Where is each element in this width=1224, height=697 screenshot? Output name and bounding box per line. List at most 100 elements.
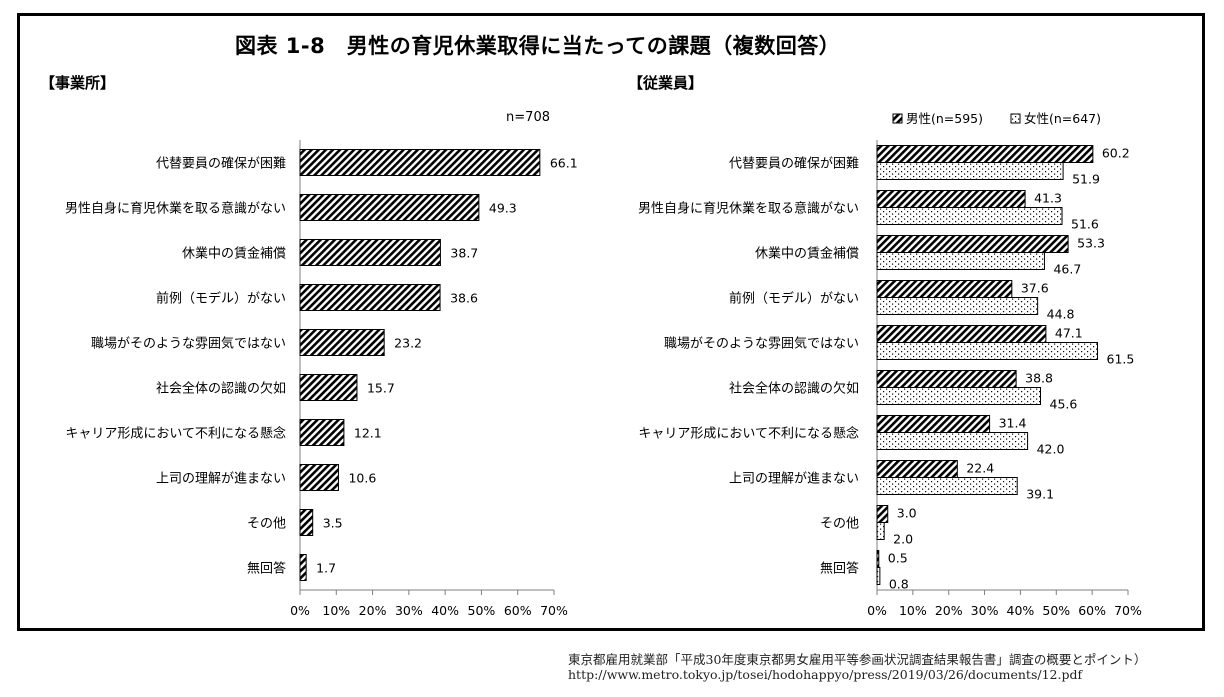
- female-bar: [876, 342, 1099, 360]
- female-bar: [876, 567, 881, 585]
- left-category-label: 職場がそのような雰囲気ではない: [91, 336, 286, 352]
- female-value-label: 44.8: [1047, 307, 1075, 322]
- figure-title: 図表 1-8 男性の育児休業取得に当たっての課題（複数回答）: [235, 34, 841, 58]
- left-value-label: 38.7: [450, 246, 478, 261]
- left-value-label: 38.6: [450, 291, 478, 306]
- left-x-tick-label: 0%: [290, 603, 310, 618]
- male-value-label: 31.4: [999, 416, 1027, 431]
- legend-label: 女性(n=647): [1024, 111, 1101, 126]
- left-category-label: 社会全体の認識の欠如: [156, 381, 286, 397]
- left-chart: n=708 0% 10% 20% 30% 40% 50% 60% 70% 66.1 代替要員の確保が…: [65, 110, 578, 618]
- male-bar: [876, 235, 1069, 253]
- left-category-label: その他: [247, 517, 286, 532]
- left-bar: [299, 554, 307, 581]
- male-value-label: 47.1: [1055, 326, 1083, 341]
- left-category-label: 代替要員の確保が困難: [156, 156, 286, 172]
- left-bar: [299, 149, 541, 176]
- female-bar: [876, 432, 1029, 450]
- female-value-label: 51.6: [1071, 217, 1099, 232]
- left-x-tick-label: 50%: [468, 603, 496, 618]
- left-value-label: 66.1: [550, 156, 578, 171]
- male-value-label: 38.8: [1025, 371, 1053, 386]
- legend-label: 男性(n=595): [906, 111, 983, 126]
- male-value-label: 22.4: [966, 461, 994, 476]
- female-bar: [876, 387, 1042, 405]
- female-value-label: 46.7: [1053, 262, 1081, 277]
- left-value-label: 3.5: [323, 516, 343, 531]
- female-value-label: 39.1: [1026, 487, 1054, 502]
- male-bar: [876, 325, 1047, 343]
- right-category-label: 前例（モデル）がない: [729, 291, 859, 307]
- male-bar: [876, 145, 1094, 163]
- right-category-label: 社会全体の認識の欠如: [729, 381, 859, 397]
- left-bar: [299, 374, 358, 401]
- male-value-label: 37.6: [1021, 281, 1049, 296]
- female-bar: [876, 297, 1039, 315]
- left-x-tick-label: 60%: [504, 603, 532, 618]
- male-value-label: 60.2: [1102, 146, 1130, 161]
- left-value-label: 23.2: [394, 336, 422, 351]
- left-x-tick-label: 20%: [359, 603, 387, 618]
- left-bar: [299, 194, 480, 221]
- figure-frame: [17, 13, 1205, 631]
- right-x-tick-label: 70%: [1114, 603, 1142, 618]
- left-value-label: 1.7: [316, 561, 336, 576]
- male-value-label: 53.3: [1077, 236, 1105, 251]
- right-category-label: 代替要員の確保が困難: [729, 156, 859, 172]
- left-category-label: 前例（モデル）がない: [156, 291, 286, 307]
- source-line-1: 東京都雇用就業部「平成30年度東京都男女雇用平等参画状況調査結果報告書」調査の概…: [568, 652, 1147, 667]
- left-category-label: キャリア形成において不利になる懸念: [65, 426, 286, 442]
- right-chart: 0% 10% 20% 30% 40% 50% 60% 70% 男性(n=595) 女性(n=647…: [638, 111, 1142, 618]
- female-bar: [876, 207, 1063, 225]
- male-value-label: 0.5: [888, 551, 908, 566]
- right-category-label: 無回答: [820, 561, 859, 577]
- left-value-label: 49.3: [489, 201, 517, 216]
- female-bar: [876, 252, 1045, 270]
- right-x-tick-label: 30%: [971, 603, 999, 618]
- left-x-tick-label: 10%: [322, 603, 350, 618]
- right-category-label: キャリア形成において不利になる懸念: [638, 426, 859, 442]
- left-bar: [299, 464, 339, 491]
- female-value-label: 42.0: [1037, 442, 1065, 457]
- right-x-tick-label: 40%: [1007, 603, 1035, 618]
- left-bar: [299, 329, 385, 356]
- right-category-label: その他: [820, 517, 859, 532]
- left-bar: [299, 509, 314, 536]
- left-value-label: 15.7: [367, 381, 395, 396]
- left-panel-label: 【事業所】: [40, 74, 116, 92]
- source-line-2: http://www.metro.tokyo.jp/tosei/hodohapp…: [568, 667, 1083, 682]
- male-bar: [876, 190, 1026, 208]
- male-value-label: 3.0: [897, 506, 917, 521]
- male-bar: [876, 550, 880, 568]
- left-category-label: 男性自身に育児休業を取る意識がない: [65, 201, 286, 217]
- left-x-tick-label: 40%: [431, 603, 459, 618]
- source-citation: 東京都雇用就業部「平成30年度東京都男女雇用平等参画状況調査結果報告書」調査の概…: [568, 652, 1146, 682]
- male-bar: [876, 460, 958, 478]
- male-bar: [876, 505, 889, 523]
- left-bar: [299, 284, 441, 311]
- left-category-label: 無回答: [247, 561, 286, 577]
- female-value-label: 51.9: [1072, 172, 1100, 187]
- left-x-tick-label: 30%: [395, 603, 423, 618]
- male-value-label: 41.3: [1034, 191, 1062, 206]
- right-category-label: 休業中の賃金補償: [755, 246, 859, 262]
- male-bar: [876, 280, 1013, 298]
- left-value-label: 10.6: [348, 471, 376, 486]
- female-bar: [876, 162, 1064, 180]
- left-bar: [299, 419, 345, 446]
- male-bar: [876, 370, 1017, 388]
- right-category-label: 男性自身に育児休業を取る意識がない: [638, 201, 859, 217]
- female-value-label: 2.0: [893, 532, 913, 547]
- left-n-label: n=708: [506, 110, 550, 125]
- female-bar: [876, 522, 885, 540]
- male-bar: [876, 415, 991, 433]
- right-x-tick-label: 0%: [867, 603, 887, 618]
- right-x-tick-label: 10%: [899, 603, 927, 618]
- female-value-label: 0.8: [889, 577, 909, 592]
- right-panel-label: 【従業員】: [628, 74, 704, 92]
- right-category-label: 職場がそのような雰囲気ではない: [664, 336, 859, 352]
- left-category-label: 上司の理解が進まない: [156, 472, 286, 487]
- left-value-label: 12.1: [354, 426, 382, 441]
- right-category-label: 上司の理解が進まない: [729, 472, 859, 487]
- right-x-tick-label: 20%: [935, 603, 963, 618]
